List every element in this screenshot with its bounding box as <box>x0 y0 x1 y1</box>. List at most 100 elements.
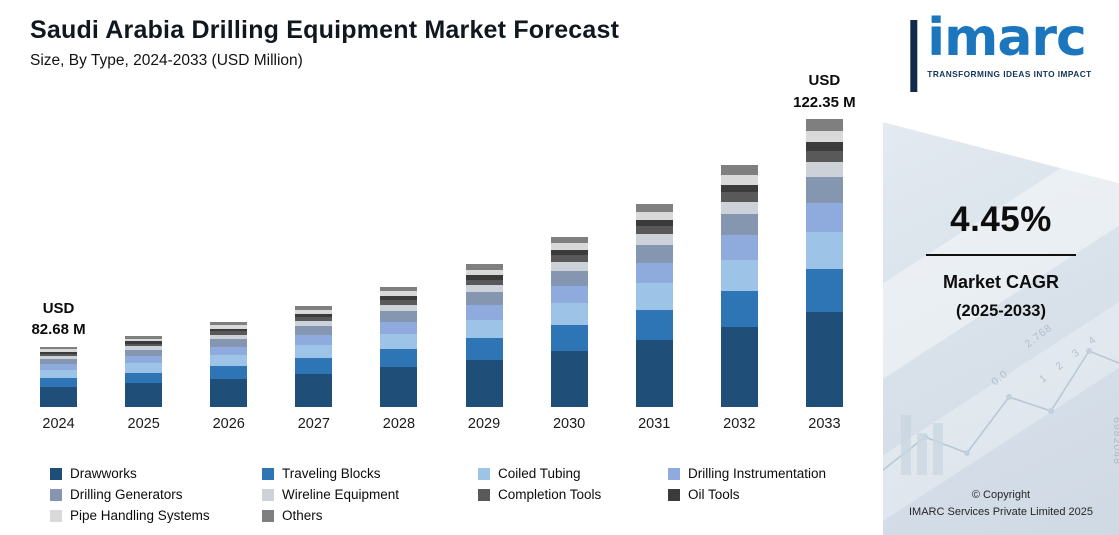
segment-others-2027 <box>295 305 333 310</box>
segment-drilling-generators-2026 <box>210 339 248 347</box>
segment-pipe-handling-systems-2029 <box>465 269 503 276</box>
segment-wireline-equipment-2030 <box>550 262 588 271</box>
segment-coiled-tubing-2024 <box>40 370 78 379</box>
legend-item-drilling-generators: Drilling Generators <box>50 487 262 502</box>
segment-drilling-generators-2029 <box>465 292 503 306</box>
segment-oil-tools-2024 <box>40 351 78 354</box>
segment-traveling-blocks-2025 <box>125 372 163 384</box>
segment-drawworks-2031 <box>635 339 673 407</box>
bar-2030 <box>550 236 588 407</box>
segment-others-2029 <box>465 263 503 270</box>
legend-item-traveling-blocks: Traveling Blocks <box>262 466 478 481</box>
legend-swatch-drilling-instrumentation <box>668 467 680 480</box>
bar-column-2027: 2027 <box>271 305 356 434</box>
bar-column-2030: 2030 <box>527 236 612 434</box>
legend-label-drawworks: Drawworks <box>70 466 137 481</box>
bar-2031 <box>635 203 673 407</box>
segment-drilling-instrumentation-2027 <box>295 335 333 346</box>
bar-annotation-2033: USD 122.35 M <box>793 71 856 111</box>
segment-coiled-tubing-2030 <box>550 303 588 326</box>
stacked-bar-plot: USD 82.68 M 2024 2025 2026 2027 2028 2029 2030 20… <box>0 72 883 434</box>
segment-traveling-blocks-2024 <box>40 378 78 388</box>
legend-item-oil-tools: Oil Tools <box>668 487 883 502</box>
segment-drilling-generators-2033 <box>805 176 843 203</box>
legend-label-traveling-blocks: Traveling Blocks <box>282 466 381 481</box>
segment-traveling-blocks-2031 <box>635 309 673 340</box>
segment-pipe-handling-systems-2025 <box>125 338 163 342</box>
segment-traveling-blocks-2032 <box>720 291 758 328</box>
segment-completion-tools-2030 <box>550 255 588 263</box>
segment-others-2026 <box>210 322 248 326</box>
bar-column-2031: 2031 <box>612 203 697 434</box>
segment-drawworks-2033 <box>805 312 843 407</box>
decorative-number: 6982048 <box>1111 417 1119 465</box>
bar-column-2033: USD 122.35 M 2033 <box>782 70 867 434</box>
legend-swatch-traveling-blocks <box>262 467 274 480</box>
imarc-logo-text-block: imarc TRANSFORMING IDEAS INTO IMPACT <box>927 12 1092 80</box>
chart-subtitle: Size, By Type, 2024-2033 (USD Million) <box>30 52 303 69</box>
segment-drilling-instrumentation-2025 <box>125 356 163 364</box>
segment-traveling-blocks-2033 <box>805 268 843 313</box>
segment-drilling-instrumentation-2030 <box>550 285 588 303</box>
legend-swatch-drilling-generators <box>50 488 62 501</box>
bar-column-2025: 2025 <box>101 335 186 434</box>
segment-wireline-equipment-2028 <box>380 304 418 311</box>
legend-swatch-drawworks <box>50 467 62 480</box>
bar-column-2026: 2026 <box>186 322 271 434</box>
segment-completion-tools-2024 <box>40 353 78 357</box>
copyright-line1: © Copyright <box>971 488 1031 501</box>
copyright-line2: IMARC Services Private Limited 2025 <box>908 505 1093 518</box>
segment-pipe-handling-systems-2031 <box>635 212 673 221</box>
segment-oil-tools-2033 <box>805 142 843 151</box>
bar-2024 <box>40 347 78 407</box>
copyright: © Copyright IMARC Services Private Limit… <box>883 487 1119 521</box>
segment-drawworks-2030 <box>550 350 588 407</box>
segment-drawworks-2025 <box>125 383 163 407</box>
segment-oil-tools-2030 <box>550 250 588 256</box>
segment-drilling-instrumentation-2026 <box>210 346 248 356</box>
segment-coiled-tubing-2031 <box>635 283 673 310</box>
bar-2027 <box>295 305 333 407</box>
segment-drilling-generators-2028 <box>380 310 418 322</box>
segment-pipe-handling-systems-2026 <box>210 325 248 329</box>
chart-title: Saudi Arabia Drilling Equipment Market F… <box>30 16 620 44</box>
chart-header: Saudi Arabia Drilling Equipment Market F… <box>30 16 619 70</box>
x-axis-label-2032: 2032 <box>723 416 756 432</box>
segment-traveling-blocks-2029 <box>465 338 503 360</box>
legend-label-wireline-equipment: Wireline Equipment <box>282 487 400 502</box>
segment-wireline-equipment-2024 <box>40 356 78 360</box>
segment-drilling-instrumentation-2031 <box>635 262 673 284</box>
segment-drilling-generators-2030 <box>550 270 588 286</box>
legend-item-drawworks: Drawworks <box>50 466 262 481</box>
cagr-value: 4.45% <box>950 200 1052 239</box>
segment-completion-tools-2026 <box>210 331 248 335</box>
imarc-logo: imarc TRANSFORMING IDEAS INTO IMPACT <box>910 12 1092 92</box>
segment-oil-tools-2028 <box>380 296 418 300</box>
segment-pipe-handling-systems-2024 <box>40 349 78 352</box>
legend-swatch-wireline-equipment <box>262 488 274 501</box>
segment-drawworks-2027 <box>295 373 333 407</box>
segment-completion-tools-2028 <box>380 299 418 305</box>
chart-legend: Drawworks Traveling Blocks Coiled Tubing Dr… <box>0 466 883 523</box>
imarc-tagline: TRANSFORMING IDEAS INTO IMPACT <box>927 69 1092 80</box>
decorative-number: 1 2 3 4 <box>1037 330 1103 386</box>
decorative-number: 2.768 <box>1022 321 1055 351</box>
cagr-divider <box>926 254 1076 256</box>
decorative-number: 0.0 <box>989 367 1011 389</box>
segment-drilling-generators-2027 <box>295 326 333 336</box>
segment-completion-tools-2031 <box>635 226 673 235</box>
segment-drilling-instrumentation-2024 <box>40 364 78 371</box>
legend-item-others: Others <box>262 508 478 523</box>
segment-pipe-handling-systems-2027 <box>295 309 333 314</box>
segment-oil-tools-2032 <box>720 184 758 192</box>
segment-drilling-generators-2031 <box>635 244 673 263</box>
bar-2025 <box>125 335 163 407</box>
legend-item-pipe-handling-systems: Pipe Handling Systems <box>50 508 262 523</box>
segment-drilling-generators-2024 <box>40 359 78 365</box>
segment-coiled-tubing-2033 <box>805 231 843 269</box>
segment-drilling-generators-2032 <box>720 213 758 236</box>
x-axis-label-2024: 2024 <box>42 416 75 432</box>
segment-coiled-tubing-2027 <box>295 345 333 359</box>
segment-wireline-equipment-2025 <box>125 346 163 350</box>
segment-completion-tools-2027 <box>295 317 333 322</box>
